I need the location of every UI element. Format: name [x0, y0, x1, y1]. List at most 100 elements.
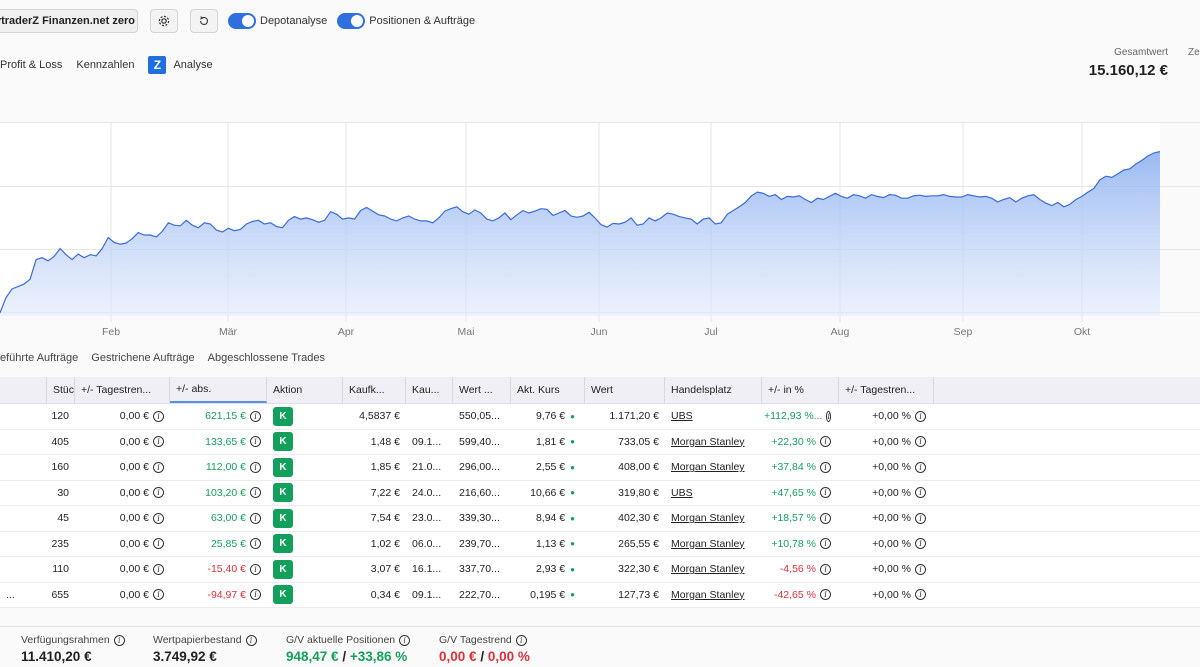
column-header-kaufwert[interactable]: Wert ... — [453, 377, 511, 403]
chart-x-label: Mai — [458, 326, 475, 338]
info-icon[interactable]: i — [915, 436, 926, 448]
column-header-aktion[interactable]: Aktion — [267, 377, 343, 403]
column-header-wert[interactable]: Wert — [585, 377, 665, 403]
table-row[interactable]: 235 0,00 € i 25,85 € i K 1,02 €06.0... 239,70..… — [0, 531, 1200, 557]
info-icon[interactable]: i — [250, 436, 261, 448]
kaufen-button[interactable]: K — [273, 457, 293, 477]
subtab-abgeschlossene[interactable]: Abgeschlossene Trades — [207, 352, 326, 364]
table-row[interactable]: 405 0,00 € i 133,65 € i K 1,48 €09.1... 599,40.… — [0, 429, 1200, 455]
cell-kaufkurs: 4,5837 € — [359, 410, 400, 423]
kaufen-button[interactable]: K — [273, 406, 293, 426]
table-row[interactable]: 110 0,00 € i -15,40 € i K 3,07 €16.1... 337,70.… — [0, 557, 1200, 583]
subtab-ausgefuehrte[interactable]: eführte Aufträge — [0, 352, 79, 364]
info-icon[interactable]: i — [250, 589, 261, 601]
table-row[interactable]: 45 0,00 € i 63,00 € i K 7,54 €23.0... 339,30...… — [0, 506, 1200, 532]
account-select[interactable]: ytraderZ Finanzen.net zero — [0, 9, 138, 33]
toggle-depotanalyse[interactable]: Depotanalyse — [228, 13, 327, 29]
info-icon[interactable]: i — [820, 563, 831, 575]
cell-handelsplatz-link[interactable]: Morgan Stanley — [671, 537, 745, 550]
info-icon[interactable]: i — [515, 634, 527, 646]
table-row[interactable]: ... 655 0,00 € i -94,97 € i K 0,34 €09.1... 222,… — [0, 582, 1200, 608]
table-row[interactable]: 30 0,00 € i 103,20 € i K 7,22 €24.0... 216,60..… — [0, 480, 1200, 506]
info-icon[interactable]: i — [820, 487, 831, 499]
info-icon[interactable]: i — [915, 410, 926, 422]
column-header-kaufkurs[interactable]: Kaufk... — [343, 377, 406, 403]
info-icon[interactable]: i — [250, 461, 261, 473]
refresh-button[interactable] — [190, 9, 218, 33]
cell-handelsplatz-link[interactable]: Morgan Stanley — [671, 435, 745, 448]
info-icon[interactable]: i — [153, 487, 164, 499]
column-header-akt-kurs[interactable]: Akt. Kurs — [511, 377, 585, 403]
info-icon[interactable]: i — [250, 512, 261, 524]
column-header-name[interactable] — [0, 377, 47, 403]
summary-label: G/V aktuelle Positionen — [286, 634, 396, 646]
subtab-gestrichene[interactable]: Gestrichene Aufträge — [91, 352, 195, 364]
kaufen-button[interactable]: K — [273, 585, 293, 605]
cell-handelsplatz-link[interactable]: Morgan Stanley — [671, 563, 745, 576]
cell-stueck: 655 — [51, 588, 69, 601]
column-header-handelsplatz[interactable]: Handelsplatz — [665, 377, 762, 403]
info-icon[interactable]: i — [245, 634, 257, 646]
info-icon[interactable]: i — [153, 410, 164, 422]
info-icon[interactable]: i — [113, 634, 125, 646]
info-icon[interactable]: i — [250, 487, 261, 499]
table-header: Stück... +/- Tagestren... +/- abs. Aktio… — [0, 377, 1200, 404]
info-icon[interactable]: i — [915, 461, 926, 473]
cell-handelsplatz-link[interactable]: UBS — [671, 486, 693, 499]
kaufen-button[interactable]: K — [273, 483, 293, 503]
kaufen-button[interactable]: K — [273, 559, 293, 579]
cell-pct: +112,93 %... — [763, 410, 823, 423]
column-header-stueck[interactable]: Stück... — [47, 377, 75, 403]
info-icon[interactable]: i — [153, 563, 164, 575]
info-icon[interactable]: i — [915, 487, 926, 499]
portfolio-chart[interactable]: Feb Mär Apr Mai Jun Jul Aug Sep Okt — [0, 122, 1200, 342]
tab-kennzahlen[interactable]: Kennzahlen — [76, 59, 135, 71]
info-icon[interactable]: i — [399, 634, 411, 646]
tab-profit-loss[interactable]: Profit & Loss — [0, 59, 63, 71]
table-row[interactable]: 120 0,00 € i 621,15 € i K 4,5837 €550,05... 9,7… — [0, 404, 1200, 430]
toggle-positionen[interactable]: Positionen & Aufträge — [337, 13, 475, 29]
info-icon[interactable]: i — [915, 512, 926, 524]
column-header-abs[interactable]: +/- abs. — [170, 377, 267, 403]
table-row[interactable]: 160 0,00 € i 112,00 € i K 1,85 €21.0... 296,00.… — [0, 455, 1200, 481]
info-icon[interactable]: i — [153, 589, 164, 601]
info-icon[interactable]: i — [250, 538, 261, 550]
info-icon[interactable]: i — [915, 538, 926, 550]
info-icon[interactable]: i — [820, 589, 831, 601]
column-header-tagestrend-pct[interactable]: +/- Tagestren... — [839, 377, 934, 403]
cell-tagestrend-pct: +0,00 % — [872, 461, 911, 474]
kaufen-button[interactable]: K — [273, 534, 293, 554]
info-icon[interactable]: i — [153, 436, 164, 448]
cell-handelsplatz-link[interactable]: Morgan Stanley — [671, 512, 745, 525]
info-icon[interactable]: i — [153, 461, 164, 473]
cut-label: Ze — [1188, 47, 1200, 58]
column-header-kaufdatum[interactable]: Kau... — [406, 377, 453, 403]
toggle-switch[interactable] — [337, 13, 366, 29]
info-icon[interactable]: i — [153, 538, 164, 550]
summary-gv-positionen: G/V aktuelle Positionen i 948,47 € / +33,… — [286, 634, 411, 664]
info-icon[interactable]: i — [250, 410, 261, 422]
toggle-switch[interactable] — [228, 13, 256, 29]
cell-akt-kurs: 9,76 € — [535, 410, 566, 423]
info-icon[interactable]: i — [250, 563, 261, 575]
info-icon[interactable]: i — [915, 563, 926, 575]
info-icon[interactable]: i — [820, 538, 831, 550]
info-icon[interactable]: i — [820, 436, 831, 448]
info-icon[interactable]: i — [153, 512, 164, 524]
settings-button[interactable] — [150, 9, 178, 33]
cell-handelsplatz-link[interactable]: Morgan Stanley — [671, 461, 745, 474]
tab-analyse[interactable]: Z Analyse — [148, 56, 213, 74]
column-header-pct[interactable]: +/- in % — [762, 377, 839, 403]
cell-tagestrend-pct: +0,00 % — [872, 435, 911, 448]
cell-kaufkurs: 1,48 € — [370, 435, 400, 448]
info-icon[interactable]: i — [820, 461, 831, 473]
kaufen-button[interactable]: K — [273, 508, 293, 528]
cell-akt-kurs: 1,81 € — [535, 435, 566, 448]
column-header-tagestrend[interactable]: +/- Tagestren... — [75, 377, 170, 403]
cell-handelsplatz-link[interactable]: UBS — [671, 410, 693, 423]
kaufen-button[interactable]: K — [273, 432, 293, 452]
info-icon[interactable]: i — [820, 512, 831, 524]
cell-handelsplatz-link[interactable]: Morgan Stanley — [671, 588, 745, 601]
info-icon[interactable]: i — [915, 589, 926, 601]
info-icon[interactable]: i — [826, 410, 831, 422]
